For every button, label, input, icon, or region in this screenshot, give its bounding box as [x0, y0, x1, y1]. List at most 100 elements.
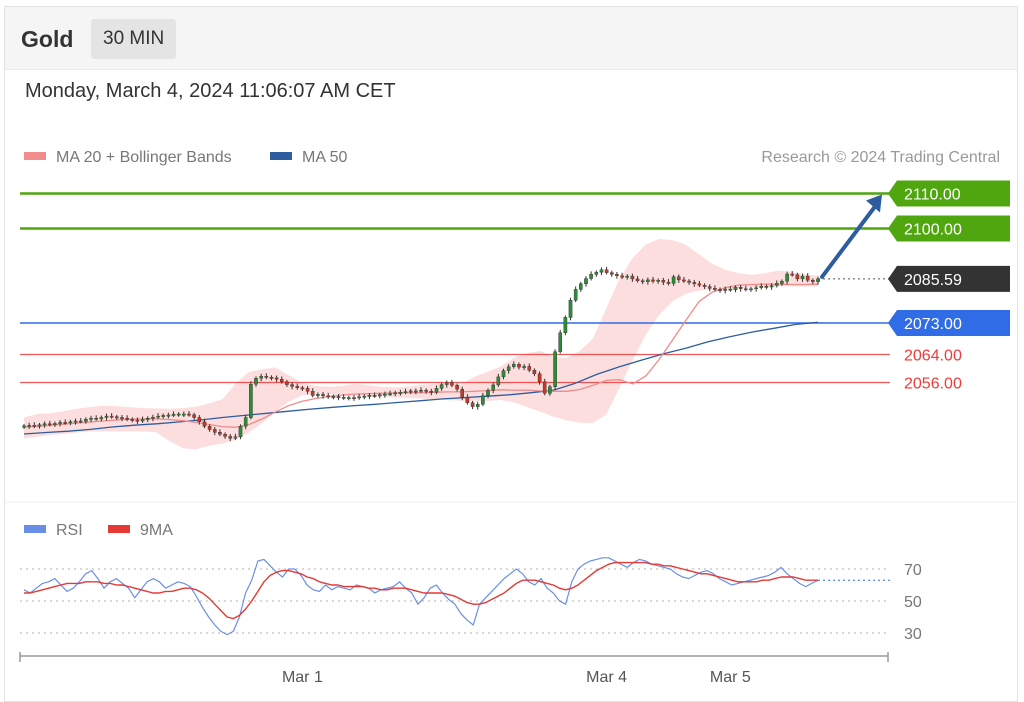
candle-body	[403, 391, 408, 394]
candle-body	[218, 432, 222, 435]
candle-body	[32, 425, 37, 427]
candle-body	[243, 417, 248, 427]
candle-body	[295, 386, 300, 388]
candle-body	[140, 419, 145, 422]
candle-body	[455, 385, 459, 390]
candle-body	[445, 382, 449, 385]
x-tick-label: Mar 5	[710, 669, 751, 686]
x-tick-label: Mar 1	[282, 669, 323, 686]
last-level-tag	[888, 265, 1010, 292]
candle-body	[481, 395, 485, 405]
candle-body	[548, 386, 552, 394]
candle-body	[754, 287, 758, 290]
support-level-label: 2056.00	[904, 376, 962, 393]
candle-body	[68, 421, 73, 424]
pivot-level-tag	[888, 310, 1010, 336]
candle-body	[254, 378, 258, 385]
candle-body	[393, 392, 398, 395]
candle-body	[259, 376, 264, 379]
candle-body	[651, 279, 655, 282]
candle-body	[228, 436, 233, 439]
support-level-label: 2064.00	[904, 348, 962, 365]
pivot-level-label: 2073.00	[904, 316, 962, 333]
candle-body	[249, 384, 253, 418]
candle-body	[300, 387, 305, 390]
candle-body	[795, 274, 800, 280]
rsi-level-label: 70	[904, 562, 922, 579]
candle-body	[646, 279, 650, 282]
candle-body	[223, 434, 227, 437]
candle-body	[615, 274, 619, 276]
candle-body	[532, 370, 537, 374]
last-level-label: 2085.59	[904, 272, 962, 289]
candle-body	[114, 416, 119, 419]
timeframe-badge[interactable]: 30 MIN	[91, 19, 177, 59]
level-labels: 2110.00 2100.00 2085.59 2073.00 2064.00 2056.…	[888, 180, 1010, 393]
candle-body	[94, 418, 98, 420]
candle-body	[805, 275, 810, 281]
forecast-arrow	[820, 194, 882, 279]
candle-body	[702, 285, 707, 287]
candle-body	[610, 272, 614, 275]
candle-body	[491, 384, 496, 391]
candle-body	[522, 366, 526, 368]
candle-body	[53, 423, 57, 425]
ma20-legend-swatch	[24, 152, 46, 160]
candle-body	[388, 393, 392, 396]
candle-body	[599, 269, 604, 273]
candle-body	[176, 413, 181, 416]
resistance-level-tag	[888, 215, 1010, 242]
candle-body	[48, 423, 52, 426]
candle-body	[109, 415, 114, 418]
forecast-arrow-shaft	[820, 204, 877, 279]
candle-body	[594, 272, 599, 275]
candle-body	[274, 377, 279, 380]
rsi-legend-swatch	[24, 525, 46, 533]
candle-body	[212, 429, 217, 433]
candle-body	[378, 394, 382, 397]
candle-body	[99, 417, 104, 420]
candle-body	[682, 279, 686, 282]
forecast-arrow-head	[866, 194, 882, 213]
ma50-legend-swatch	[270, 152, 292, 160]
candle-body	[310, 391, 315, 396]
candle-body	[73, 420, 78, 423]
ma50-legend-label: MA 50	[302, 149, 347, 166]
candle-body	[764, 286, 769, 288]
candle-body	[202, 421, 207, 427]
candle-body	[604, 269, 609, 273]
candle-body	[156, 415, 160, 418]
candle-body	[398, 392, 403, 394]
candle-body	[486, 390, 490, 397]
candle-body	[800, 275, 805, 280]
candle-body	[383, 393, 387, 396]
candle-body	[558, 332, 562, 352]
rsi-line	[23, 557, 819, 636]
candle-body	[579, 283, 583, 290]
candle-body	[424, 390, 429, 392]
candle-body	[434, 388, 439, 393]
candle-body	[439, 384, 444, 389]
candle-body	[130, 419, 135, 421]
candle-body	[285, 381, 289, 385]
candle-body	[408, 390, 413, 393]
key-levels	[20, 192, 890, 384]
candle-body	[707, 286, 712, 289]
rsi-panel: 70 50 30	[20, 557, 922, 643]
candle-body	[661, 280, 666, 283]
candle-body	[341, 397, 346, 399]
candle-body	[475, 404, 480, 407]
candle-body	[635, 278, 640, 281]
rsi-ma-line	[24, 561, 818, 620]
candle-body	[620, 275, 624, 278]
candle-body	[362, 396, 367, 398]
resistance-level-label: 2100.00	[904, 222, 962, 239]
candle-body	[264, 376, 269, 378]
candle-body	[22, 425, 26, 428]
candle-body	[192, 414, 196, 418]
candle-body	[811, 280, 815, 282]
candles	[22, 266, 820, 442]
candle-body	[326, 395, 331, 398]
candle-body	[145, 418, 150, 420]
timestamp: Monday, March 4, 2024 11:06:07 AM CET	[25, 80, 396, 102]
